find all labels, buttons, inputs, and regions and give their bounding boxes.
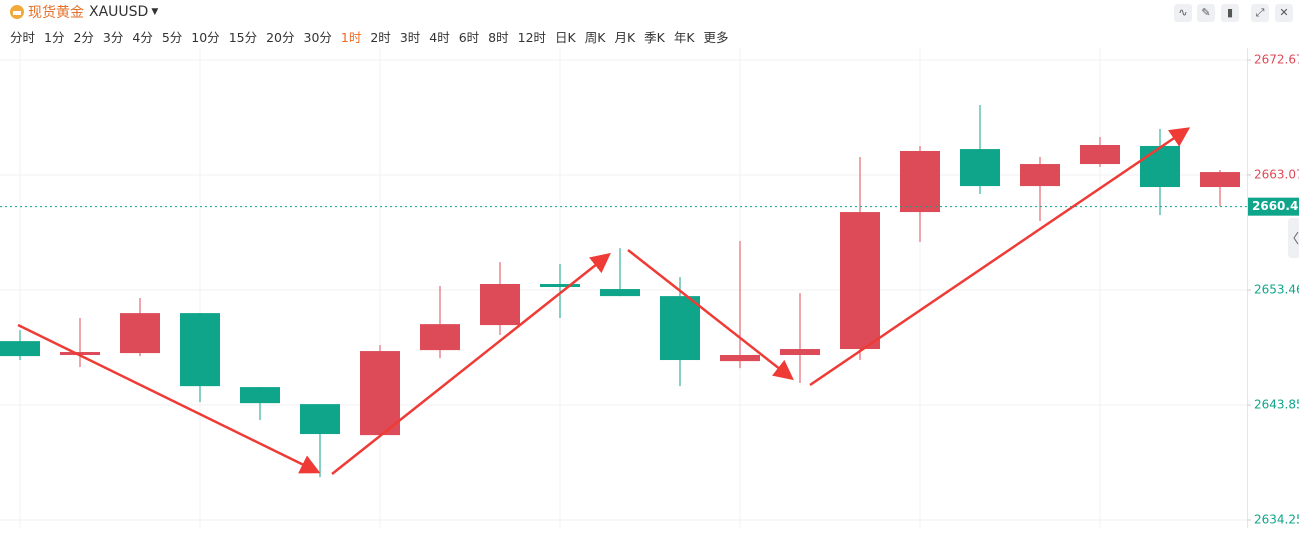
annotation-arrow xyxy=(17,323,321,474)
y-tick-label: 2653.46 xyxy=(1254,283,1299,297)
candle-body xyxy=(540,284,580,288)
candle-body xyxy=(840,212,880,350)
interval-option[interactable]: 10分 xyxy=(191,29,220,45)
interval-option[interactable]: 2分 xyxy=(73,29,94,45)
interval-option[interactable]: 12时 xyxy=(517,29,547,45)
vertical-grid xyxy=(19,48,1101,528)
candle-body xyxy=(1200,172,1240,188)
candle-body xyxy=(1080,145,1120,165)
interval-option[interactable]: 8时 xyxy=(488,29,509,45)
last-price-box xyxy=(1248,197,1299,216)
annotation-arrow xyxy=(809,127,1191,387)
instrument-symbol[interactable]: XAUUSD xyxy=(89,4,149,20)
candle-body xyxy=(1140,145,1180,188)
y-tick-label: 2634.25 xyxy=(1254,513,1299,527)
tool-close[interactable]: ✕ xyxy=(1275,4,1293,22)
candle-body xyxy=(180,313,220,387)
interval-option[interactable]: 1分 xyxy=(44,29,65,45)
y-tick-label: 2672.67 xyxy=(1254,53,1299,67)
candle-body xyxy=(660,296,700,361)
interval-option[interactable]: 更多 xyxy=(703,29,729,45)
candle-body xyxy=(480,284,520,326)
candle-body xyxy=(120,313,160,354)
side-panel-tab xyxy=(1288,218,1299,258)
interval-option[interactable]: 1时 xyxy=(340,29,362,45)
candle-body xyxy=(420,324,460,351)
plot-area xyxy=(0,48,1248,528)
candle-body xyxy=(0,341,40,357)
candle-body xyxy=(960,149,1000,187)
interval-option[interactable]: 5分 xyxy=(161,29,183,45)
interval-option[interactable]: 日K xyxy=(555,29,576,45)
interval-option[interactable]: 6时 xyxy=(458,29,480,45)
side-panel-arrow xyxy=(1293,231,1299,245)
candle-body xyxy=(300,404,340,435)
candle-body xyxy=(600,289,640,297)
interval-option[interactable]: 2时 xyxy=(370,29,391,45)
symbol-header: 现货黄金 XAUUSD ▼ xyxy=(10,2,158,22)
instrument-name: 现货黄金 xyxy=(28,5,84,21)
interval-option[interactable]: 30分 xyxy=(303,29,332,45)
interval-bar: 分时 1分 2分 3分 4分 5分 10分 15分 20分 30分 1时 2时 3时 4时 6时 8时 12时日… xyxy=(10,26,738,46)
last-price-label: 2660.42 xyxy=(1252,199,1299,213)
tool-expand[interactable]: ⤢ xyxy=(1251,4,1269,22)
interval-option[interactable]: 20分 xyxy=(266,29,295,45)
interval-option[interactable]: 15分 xyxy=(228,29,258,45)
annotation-arrow xyxy=(627,249,794,381)
interval-option[interactable]: 3分 xyxy=(102,29,124,45)
annotation-arrow xyxy=(331,252,611,475)
gold-icon xyxy=(10,5,24,19)
y-tick-label: 2643.85 xyxy=(1254,398,1299,412)
interval-option[interactable]: 月K xyxy=(614,29,636,45)
tool-draw[interactable]: ✎ xyxy=(1197,4,1215,22)
tool-indicator[interactable]: ∿ xyxy=(1174,4,1192,22)
dropdown-caret[interactable]: ▼ xyxy=(151,7,159,17)
candle-body xyxy=(360,351,400,436)
interval-option[interactable]: 周K xyxy=(584,29,606,45)
y-tick-label: 2663.07 xyxy=(1254,167,1299,181)
interval-option[interactable]: 3时 xyxy=(399,29,421,45)
interval-option[interactable]: 季K xyxy=(644,29,665,45)
candle-body xyxy=(900,150,940,213)
candle-body xyxy=(240,387,280,404)
candle-body xyxy=(1020,164,1060,187)
interval-option[interactable]: 年K xyxy=(673,29,695,45)
candle-body xyxy=(720,355,760,362)
candle-body xyxy=(780,349,820,356)
tool-candle[interactable]: ▮ xyxy=(1221,4,1239,22)
interval-option[interactable]: 分时 xyxy=(10,29,36,45)
candle-body xyxy=(60,352,100,356)
interval-option[interactable]: 4时 xyxy=(429,29,450,45)
interval-option[interactable]: 4分 xyxy=(132,29,153,45)
